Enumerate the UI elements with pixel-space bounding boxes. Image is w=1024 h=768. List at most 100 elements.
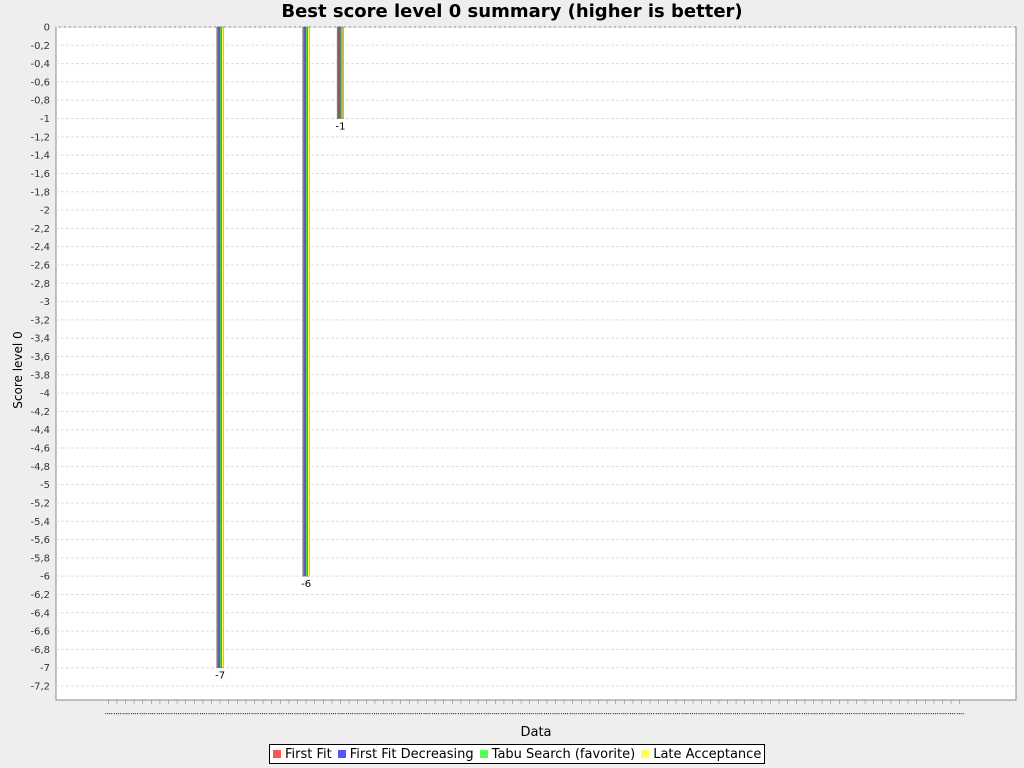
x-tick-label xyxy=(352,713,354,715)
x-tick-label xyxy=(642,713,644,715)
x-tick-label xyxy=(526,713,528,715)
x-tick-label xyxy=(182,713,184,715)
x-tick-label xyxy=(625,713,627,715)
x-tick-label xyxy=(244,713,246,715)
x-tick-label xyxy=(807,713,809,715)
x-tick-label xyxy=(747,713,749,715)
x-tick-label xyxy=(893,713,895,715)
x-tick-label xyxy=(380,713,382,715)
x-tick-label xyxy=(885,713,887,715)
x-tick-label xyxy=(819,713,821,715)
x-tick-label xyxy=(623,713,625,715)
x-tick-label xyxy=(857,713,859,715)
x-tick-label xyxy=(457,713,459,715)
x-tick-label xyxy=(769,713,771,715)
x-tick-label xyxy=(251,713,253,715)
bar xyxy=(336,26,339,119)
x-tick-label xyxy=(418,713,420,715)
y-tick-label: 0 xyxy=(44,23,50,34)
x-tick-label xyxy=(741,713,743,715)
x-tick-label xyxy=(666,713,668,715)
x-tick-label xyxy=(859,713,861,715)
x-tick-label xyxy=(463,713,465,715)
x-tick-label xyxy=(440,713,442,715)
x-tick-label xyxy=(844,713,846,715)
x-tick-label xyxy=(154,713,156,715)
legend-swatch xyxy=(337,750,346,758)
bar xyxy=(219,26,222,668)
y-tick-label: -1 xyxy=(40,114,50,125)
x-tick-label xyxy=(188,713,190,715)
y-tick-label: -3,8 xyxy=(30,370,50,381)
x-tick-label xyxy=(195,713,197,715)
x-tick-label xyxy=(294,713,296,715)
x-tick-label xyxy=(126,713,128,715)
x-tick-label xyxy=(872,713,874,715)
x-tick-label xyxy=(569,713,571,715)
chart-title: Best score level 0 summary (higher is be… xyxy=(281,1,743,22)
x-tick-label xyxy=(384,713,386,715)
x-tick-label xyxy=(160,713,162,715)
x-tick-label xyxy=(358,713,360,715)
x-tick-label xyxy=(780,713,782,715)
x-tick-label xyxy=(348,713,350,715)
x-tick-label xyxy=(606,713,608,715)
x-tick-label xyxy=(698,713,700,715)
x-tick-label xyxy=(610,713,612,715)
x-tick-label xyxy=(687,713,689,715)
x-tick-label xyxy=(406,713,408,715)
x-tick-label xyxy=(733,713,735,715)
x-tick-label xyxy=(782,713,784,715)
x-tick-label xyxy=(511,713,513,715)
x-tick-label xyxy=(715,713,717,715)
y-tick-label: -6,6 xyxy=(30,627,50,638)
x-tick-label xyxy=(919,713,921,715)
x-tick-label xyxy=(326,713,328,715)
x-tick-label xyxy=(586,713,588,715)
x-tick-label xyxy=(489,713,491,715)
y-tick-label: -7 xyxy=(40,663,50,674)
x-tick-label xyxy=(549,713,551,715)
x-tick-label xyxy=(266,713,268,715)
x-tick-label xyxy=(143,713,145,715)
x-tick-label xyxy=(754,713,756,715)
x-tick-label xyxy=(133,713,135,715)
x-tick-label xyxy=(558,713,560,715)
bar xyxy=(338,26,341,119)
x-tick-label xyxy=(846,713,848,715)
x-tick-label xyxy=(552,713,554,715)
legend-swatch xyxy=(273,750,281,758)
x-tick-label xyxy=(242,713,244,715)
bar xyxy=(342,26,344,119)
x-tick-label xyxy=(414,713,416,715)
x-tick-label xyxy=(962,713,964,715)
x-tick-label xyxy=(862,713,864,715)
x-tick-label xyxy=(784,713,786,715)
x-tick-label xyxy=(958,713,960,715)
x-tick-label xyxy=(644,713,646,715)
x-tick-label xyxy=(401,713,403,715)
x-tick-label xyxy=(573,713,575,715)
x-tick-label xyxy=(156,713,158,715)
x-tick-label xyxy=(212,713,214,715)
legend-entry: First Fit Decreasing xyxy=(337,747,474,762)
x-tick-label xyxy=(139,713,141,715)
x-tick-label xyxy=(915,713,917,715)
x-tick-label xyxy=(324,713,326,715)
x-tick-label xyxy=(926,713,928,715)
x-tick-label xyxy=(449,713,451,715)
y-tick-label: -4,8 xyxy=(30,462,50,473)
x-tick-label xyxy=(300,713,302,715)
y-tick-label: -0,6 xyxy=(30,77,50,88)
y-tick-label: -0,2 xyxy=(30,41,50,52)
x-tick-label xyxy=(423,713,425,715)
x-tick-label xyxy=(391,713,393,715)
x-tick-label xyxy=(530,713,532,715)
x-tick-label xyxy=(909,713,911,715)
y-tick-label: -3 xyxy=(40,297,50,308)
x-tick-label xyxy=(657,713,659,715)
x-tick-label xyxy=(158,713,160,715)
x-tick-label xyxy=(416,713,418,715)
x-tick-label xyxy=(836,713,838,715)
bar xyxy=(307,26,310,577)
